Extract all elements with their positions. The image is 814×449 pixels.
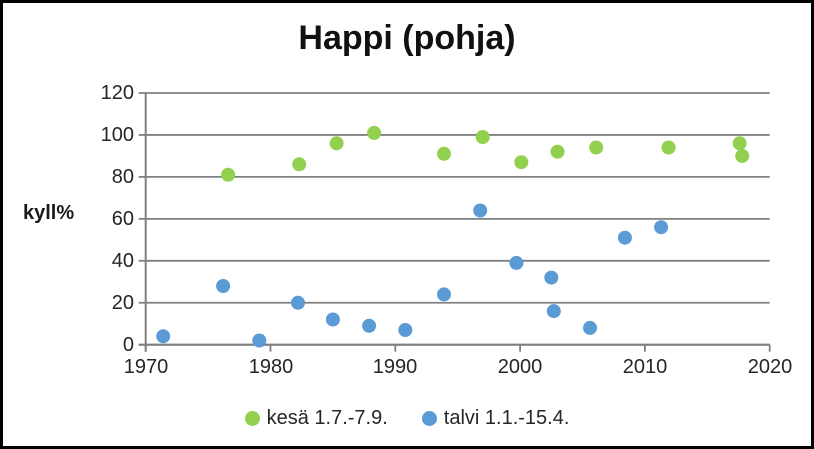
data-point-series2 — [291, 295, 305, 310]
legend-label: talvi 1.1.-15.4. — [443, 406, 570, 429]
data-point-series1 — [661, 140, 676, 155]
y-tick-label-60: 60 — [111, 208, 134, 230]
data-point-series2 — [473, 203, 488, 218]
data-point-series2 — [156, 329, 171, 344]
data-point-series1 — [732, 136, 747, 151]
data-point-series2 — [509, 255, 524, 270]
x-tick-label-2010: 2010 — [622, 356, 668, 378]
data-point-series2 — [583, 320, 597, 335]
data-point-series2 — [216, 279, 231, 293]
y-tick-label-40: 40 — [111, 250, 134, 272]
plot-area — [138, 92, 771, 352]
data-point-series2 — [546, 304, 561, 319]
data-point-series1 — [367, 125, 382, 140]
data-point-series1 — [221, 167, 236, 182]
legend-item-series2: talvi 1.1.-15.4. — [421, 406, 570, 430]
y-tick-label-80: 80 — [111, 166, 134, 188]
data-point-series1 — [329, 136, 344, 151]
y-tick-label-100: 100 — [100, 124, 134, 146]
y-tick-label-0: 0 — [122, 334, 134, 356]
legend-label: kesä 1.7.-7.9. — [266, 406, 388, 429]
data-point-series2 — [252, 333, 267, 348]
data-point-series2 — [437, 287, 451, 302]
data-point-series2 — [654, 220, 669, 235]
data-point-series1 — [437, 146, 451, 161]
data-point-series1 — [589, 140, 604, 155]
legend-marker-icon — [244, 410, 260, 426]
y-tick-label-120: 120 — [100, 82, 134, 104]
data-point-series2 — [362, 318, 377, 333]
y-axis-label: kyll% — [23, 202, 75, 224]
x-tick-label-2020: 2020 — [747, 356, 793, 378]
data-point-series1 — [292, 157, 307, 172]
data-point-series1 — [550, 144, 565, 159]
x-tick-label-2000: 2000 — [497, 356, 543, 378]
data-point-series2 — [544, 270, 559, 285]
data-point-series1 — [475, 130, 490, 144]
data-point-series2 — [398, 323, 413, 337]
legend-marker-icon — [421, 410, 437, 426]
data-point-series1 — [514, 155, 529, 170]
legend: kesä 1.7.-7.9. talvi 1.1.-15.4. — [3, 403, 811, 433]
x-tick-label-1980: 1980 — [248, 356, 294, 378]
x-tick-label-1970: 1970 — [123, 356, 169, 378]
x-tick-label-1990: 1990 — [372, 356, 418, 378]
data-point-series2 — [617, 230, 632, 245]
y-tick-label-20: 20 — [111, 292, 134, 314]
data-point-series1 — [735, 148, 750, 163]
chart-title: Happi (pohja) — [298, 19, 516, 57]
legend-item-series1: kesä 1.7.-7.9. — [244, 406, 388, 430]
data-point-series2 — [325, 312, 340, 327]
